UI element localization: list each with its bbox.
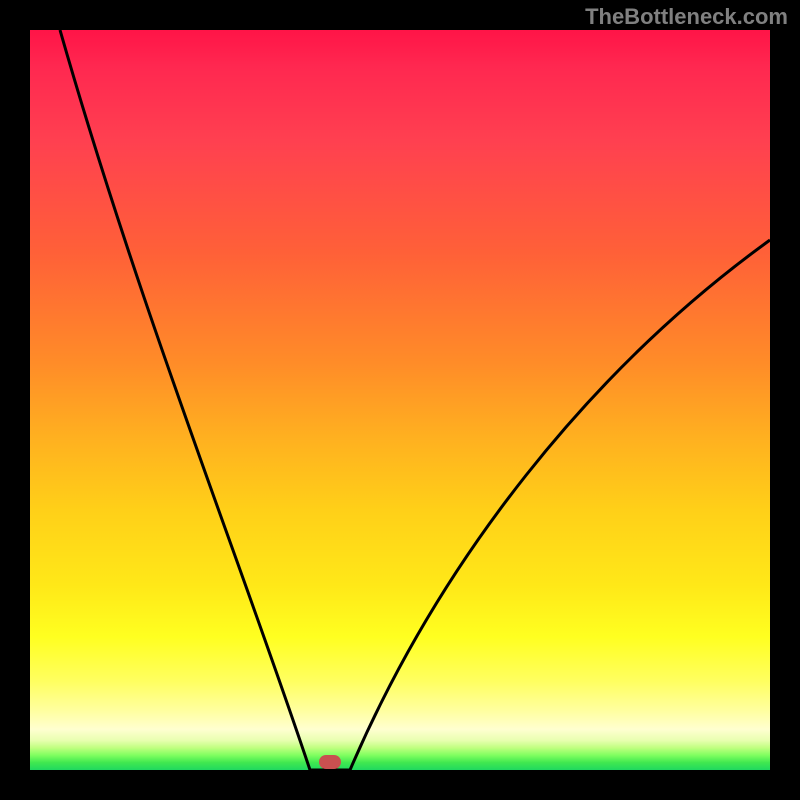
optimal-marker [319, 755, 341, 769]
chart-container: TheBottleneck.com [0, 0, 800, 800]
bottleneck-curve [0, 0, 800, 800]
watermark-text: TheBottleneck.com [585, 4, 788, 30]
